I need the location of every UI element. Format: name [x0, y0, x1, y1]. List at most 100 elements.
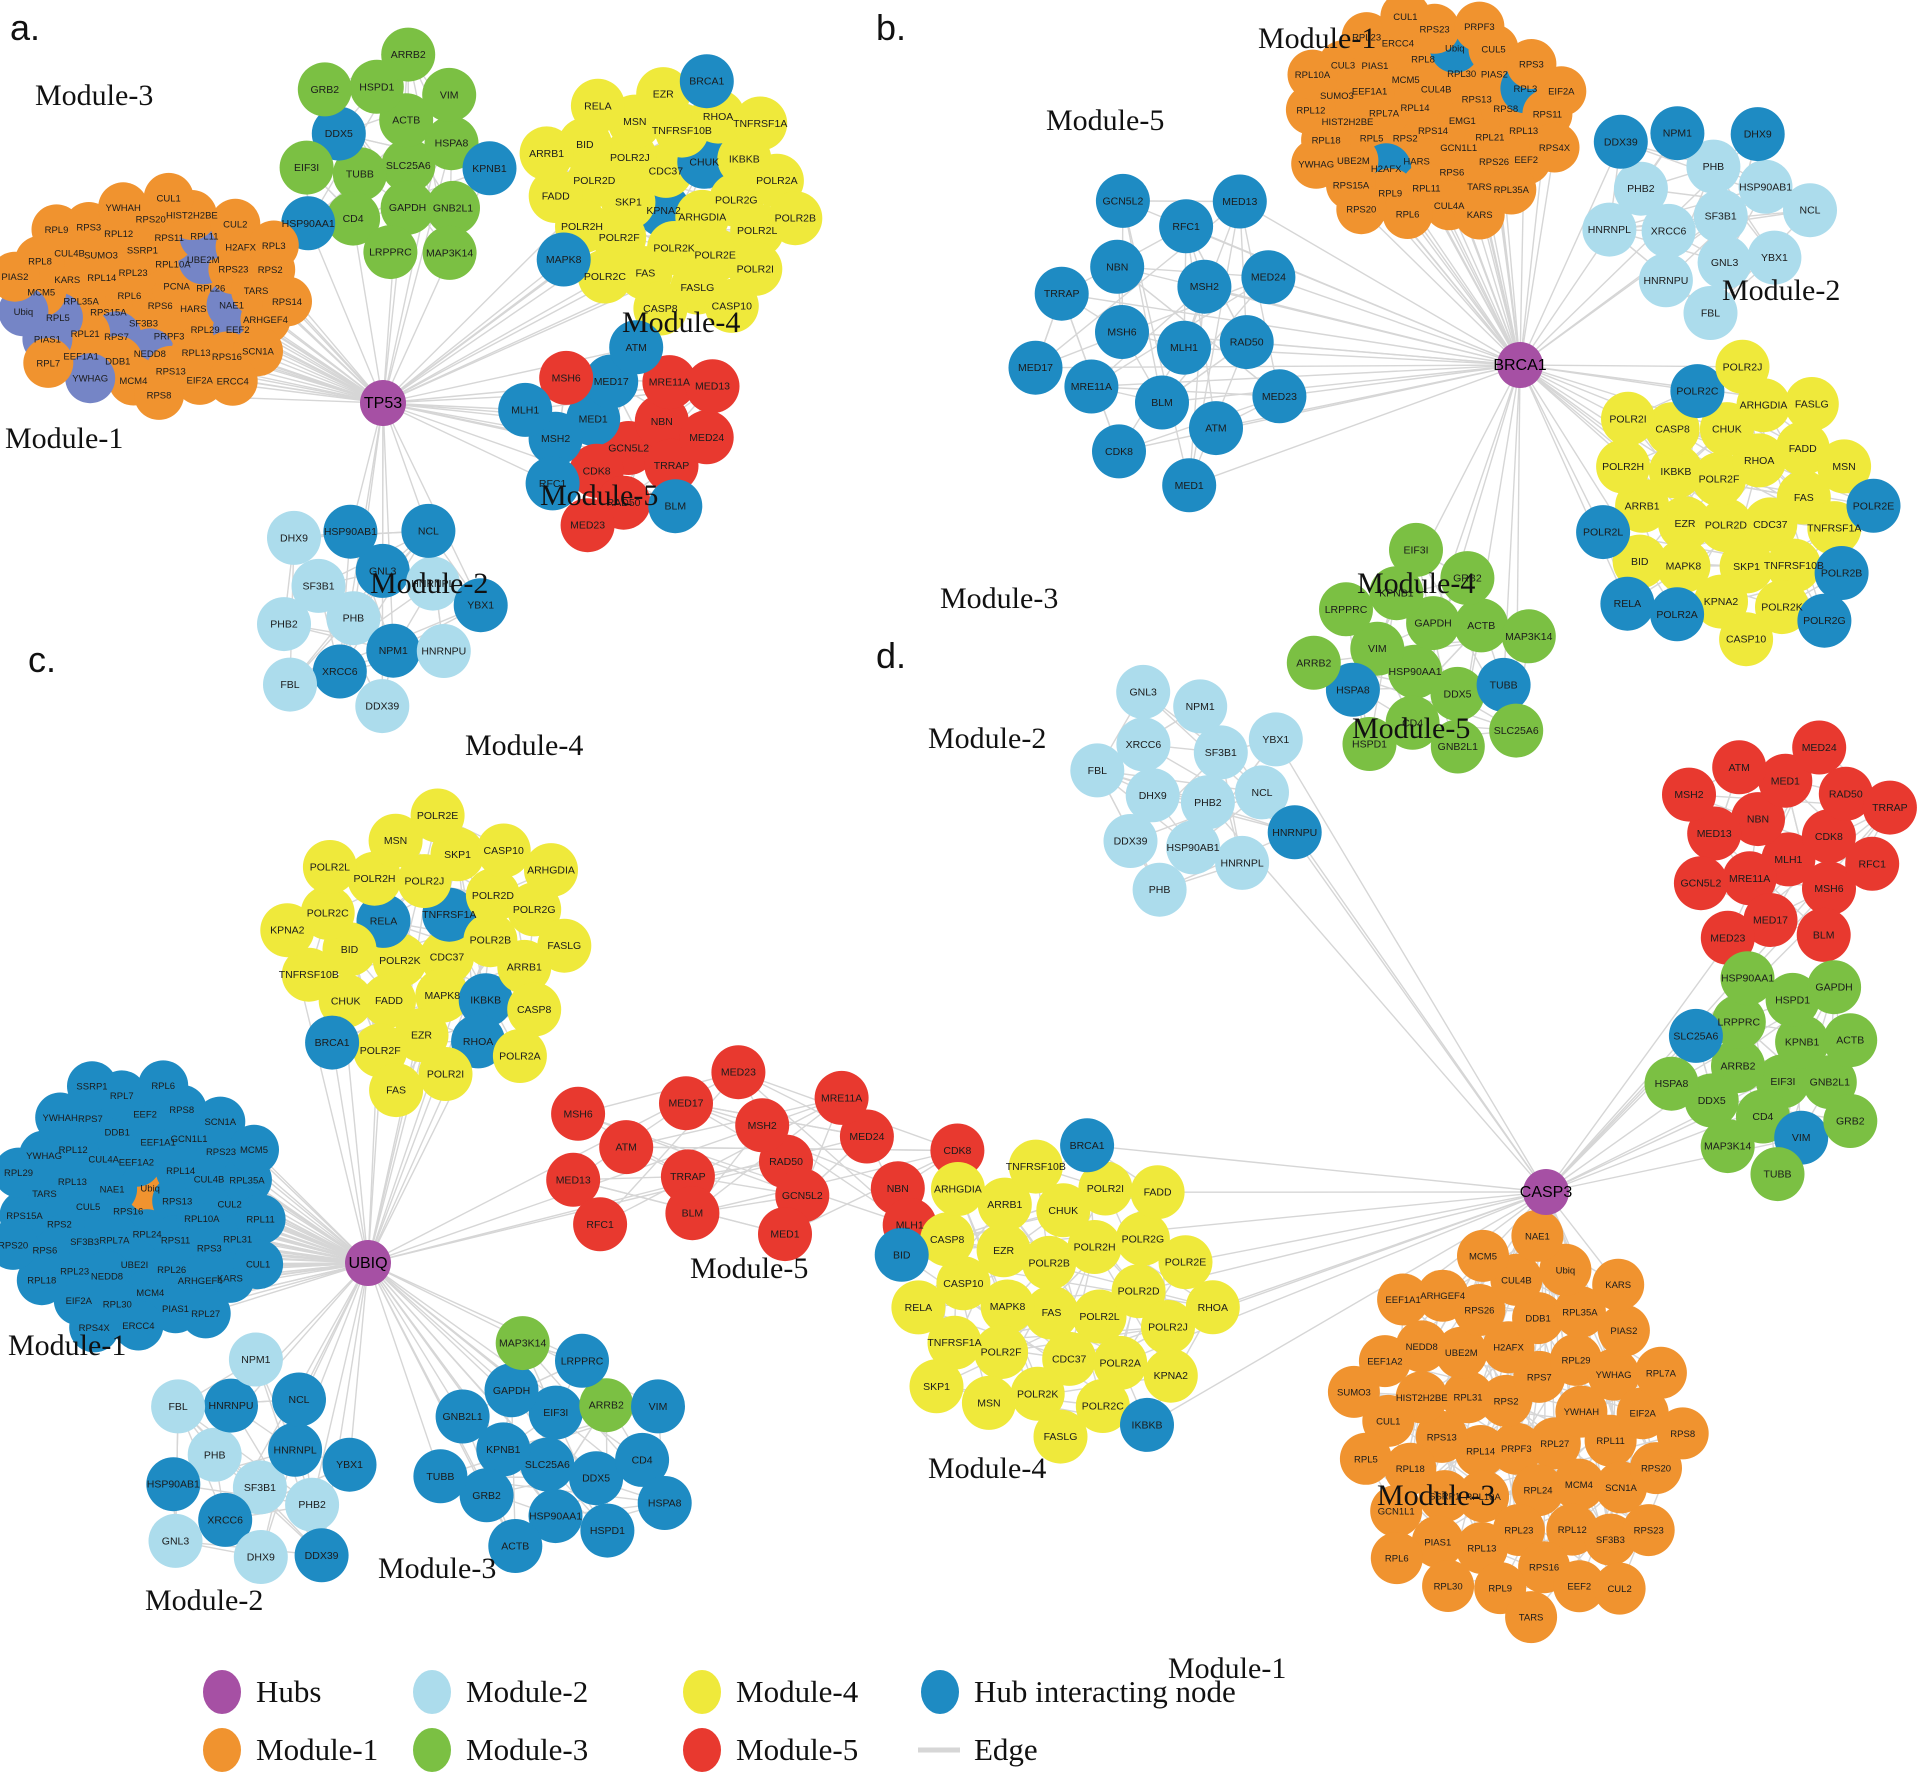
node-label: MSH6 — [564, 1108, 593, 1120]
node-a-ybx1 — [453, 578, 508, 633]
node-label: HSPA8 — [435, 138, 469, 150]
node-label: RPL35A — [1562, 1308, 1598, 1319]
node-d-msn — [961, 1375, 1016, 1430]
node-label: DDB1 — [1525, 1314, 1550, 1325]
node-label: MLH1 — [1170, 342, 1198, 354]
node-b-polr2j — [1715, 339, 1770, 394]
node-label: GCN5L2 — [1680, 878, 1721, 890]
module-caption-c-module-4: Module-4 — [465, 729, 583, 762]
node-b-trrap — [1034, 266, 1089, 321]
node-a-rps14 — [262, 276, 312, 327]
node-label: DHX9 — [1744, 129, 1772, 141]
node-label: POLR2K — [1761, 602, 1802, 614]
node-label: RPS13 — [1427, 1432, 1457, 1443]
node-label: RPS13 — [156, 366, 186, 377]
node-b-nbn — [1090, 239, 1145, 294]
node-d-rela — [891, 1280, 946, 1335]
node-label: UBE2I — [121, 1260, 148, 1271]
node-label: KPNB1 — [472, 163, 507, 175]
node-label: POLR2A — [756, 175, 797, 187]
node-d-cdc37 — [1042, 1331, 1097, 1386]
node-label: NAE1 — [100, 1184, 125, 1195]
node-label: RPL8 — [28, 256, 52, 267]
node-label: NEDD8 — [134, 349, 166, 360]
node-d-fbl — [1070, 743, 1125, 798]
node-label: IKBKB — [729, 154, 760, 166]
edge — [1161, 364, 1521, 404]
node-label: ACTB — [501, 1541, 529, 1553]
node-label: POLR2H — [1074, 1242, 1116, 1254]
node-d-rpl5 — [1339, 1432, 1392, 1485]
node-b-actb — [1454, 598, 1509, 653]
node-a-blm — [648, 479, 703, 534]
node-b-gnb2l1 — [1430, 719, 1485, 774]
node-label: RPL35A — [1494, 185, 1530, 196]
node-label: CUL1 — [1376, 1416, 1400, 1427]
node-d-casp8 — [920, 1212, 975, 1267]
node-label: RPL11 — [190, 232, 218, 243]
node-label: YWHAG — [72, 374, 108, 385]
node-label: DDB1 — [105, 1127, 130, 1138]
node-d-polr2i — [1078, 1161, 1133, 1216]
node-label: GNB2L1 — [433, 202, 473, 214]
edge — [1448, 205, 1521, 366]
node-d-polr2e — [1158, 1235, 1213, 1290]
node-label: PIAS1 — [34, 335, 61, 346]
node-c-polr2d — [465, 868, 520, 923]
node-label: HNRNPL — [411, 578, 454, 590]
node-label: RPS2 — [1494, 1396, 1519, 1407]
node-label: EIF3I — [1770, 1076, 1795, 1088]
edge — [1519, 364, 1604, 533]
edge — [1279, 364, 1521, 397]
node-d-fas — [1024, 1285, 1079, 1340]
node-a-hsp90ab1 — [323, 504, 378, 559]
node-label: RPL10A — [1295, 70, 1331, 81]
node-label: TUBB — [426, 1471, 454, 1483]
node-label: GCN1L1 — [171, 1134, 208, 1145]
node-label: MED13 — [556, 1174, 591, 1186]
node-a-vim — [422, 67, 477, 122]
edge — [1097, 769, 1263, 794]
node-label: RPL27 — [191, 1309, 220, 1320]
node-d-polr2d — [1111, 1264, 1166, 1319]
edge — [1268, 276, 1521, 366]
node-d-polr2c — [1075, 1379, 1130, 1433]
node-label: MLH1 — [1774, 854, 1802, 866]
module-caption-d-module-4: Module-4 — [928, 1452, 1046, 1485]
node-d-tars — [1505, 1591, 1558, 1644]
node-b-fadd — [1775, 421, 1830, 476]
node-c-ywhah — [35, 1092, 86, 1143]
node-c-polr2i — [418, 1047, 473, 1101]
node-c-lrpprc — [555, 1333, 609, 1388]
node-label: EEF1A2 — [119, 1157, 154, 1168]
node-label: RPS11 — [161, 1236, 190, 1247]
node-c-gapdh — [484, 1363, 539, 1418]
node-c-gnl3 — [148, 1513, 203, 1568]
node-d-msh6 — [1802, 861, 1856, 916]
edge — [367, 1262, 464, 1417]
node-label: RPL24 — [133, 1230, 162, 1241]
node-label: GCN5L2 — [782, 1190, 823, 1202]
node-label: RPL12 — [1296, 105, 1325, 116]
node-label: HSPA8 — [648, 1498, 682, 1510]
node-label: RPS2 — [47, 1220, 72, 1231]
node-c-rpl27 — [180, 1288, 231, 1339]
node-d-lrpprc — [1711, 995, 1766, 1049]
node-d-dhx9 — [1125, 768, 1180, 823]
node-label: FBL — [168, 1401, 187, 1413]
module-caption-a-module-2: Module-2 — [370, 567, 488, 600]
node-a-gnl3 — [355, 543, 410, 598]
node-label: TNFRSF1A — [1807, 523, 1861, 535]
node-label: POLR2B — [1821, 568, 1862, 580]
node-label: RHOA — [463, 1036, 493, 1048]
node-b-polr2h — [1596, 439, 1651, 494]
node-label: RAD50 — [769, 1156, 803, 1168]
node-label: YWHAH — [43, 1113, 79, 1124]
node-label: YWHAG — [26, 1151, 62, 1162]
node-a-med13 — [685, 359, 740, 414]
node-label: MRE11A — [821, 1092, 862, 1104]
node-label: CHUK — [689, 156, 719, 168]
node-label: H2AFX — [225, 243, 256, 254]
legend-swatch-module-5 — [683, 1728, 721, 1772]
